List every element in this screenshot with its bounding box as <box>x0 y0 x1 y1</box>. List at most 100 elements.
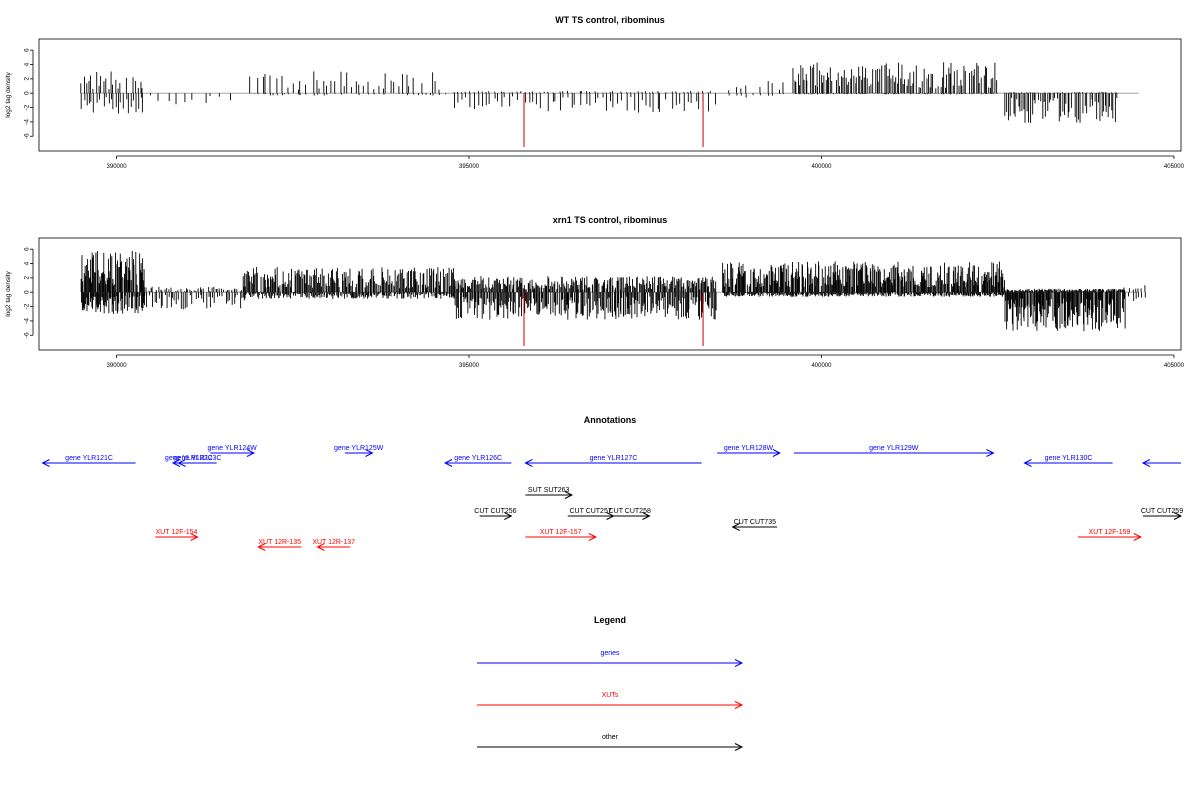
feature-arrow <box>479 512 513 520</box>
wt-y-tick-label: -4 <box>24 119 31 125</box>
legend-items: genes XUTs other <box>477 650 744 751</box>
feature-arrow <box>443 459 512 467</box>
feature-label: gene YLR129W <box>869 445 919 452</box>
xrn1-panel-title: xrn1 TS control, ribominus <box>553 215 668 225</box>
legend-label: XUTs <box>602 692 619 699</box>
wt-y-axis: -6 -4 -2 0 2 4 6 <box>24 48 34 139</box>
feature-label: XUT 12R-137 <box>312 539 355 546</box>
feature-xut: XUT 12R-137 <box>312 539 355 551</box>
feature-label: gene YLR126C <box>454 455 502 462</box>
feature-other: CUT CUT735 <box>731 519 778 531</box>
feature-label: gene YLR128W <box>724 445 774 452</box>
xrn1-x-tick-label: 405000 <box>1164 363 1185 369</box>
legend-arrow <box>477 743 744 751</box>
feature-label: XUT 12F-154 <box>156 529 198 536</box>
feature-gene: gene YLR126C <box>443 455 512 467</box>
legend-item-other: other <box>477 734 744 751</box>
feature-label: XUT 12F-159 <box>1089 529 1131 536</box>
feature-label: CUT CUT735 <box>734 519 776 526</box>
feature-other: CUT CUT256 <box>474 508 517 520</box>
wt-x-axis: 390000 395000 400000 405000 <box>107 155 1185 170</box>
feature-arrow <box>1078 533 1142 541</box>
feature-gene: gene YLR121C <box>41 455 136 467</box>
xrn1-y-tick-label: -2 <box>24 303 31 309</box>
legend-label: genes <box>600 650 620 657</box>
xrn1-density-bars <box>80 250 1146 332</box>
xrn1-highlight-peaks <box>523 292 704 346</box>
feature-arrow <box>257 543 302 551</box>
feature-arrow <box>316 543 350 551</box>
feature-gene: gene YLR130C <box>1023 455 1113 467</box>
feature-arrow <box>1142 512 1183 520</box>
xrn1-x-tick-label: 395000 <box>459 363 480 369</box>
xrn1-x-tick-label: 390000 <box>107 363 128 369</box>
feature-label: CUT CUT259 <box>1141 508 1183 515</box>
feature-gene <box>1141 459 1181 467</box>
wt-y-tick-label: 4 <box>24 62 31 66</box>
feature-other: SUT SUT263 <box>525 487 574 499</box>
feature-gene: gene YLR123C <box>174 455 221 467</box>
annotations-panel: Annotations gene YLR121C gene YLR122Cgene… <box>41 415 1183 551</box>
wt-x-tick-label: 400000 <box>811 164 832 170</box>
feature-arrow <box>1023 459 1113 467</box>
feature-gene: gene YLR129W <box>793 445 995 457</box>
xrn1-panel: xrn1 TS control, ribominus log2 tag dens… <box>5 215 1185 369</box>
feature-arrow <box>717 449 782 457</box>
wt-highlight-peaks <box>523 93 704 147</box>
xrn1-plot-frame <box>38 237 1182 351</box>
feature-label: gene YLR121C <box>65 455 113 462</box>
legend-title: Legend <box>594 615 626 625</box>
feature-arrow <box>524 459 702 467</box>
feature-arrow <box>610 512 651 520</box>
feature-label: CUT CUT256 <box>474 508 516 515</box>
feature-gene: gene YLR128W <box>717 445 782 457</box>
feature-xut: XUT 12F-157 <box>525 529 598 541</box>
feature-arrow <box>1141 459 1181 467</box>
feature-label: gene YLR124W <box>208 445 258 452</box>
legend-arrow <box>477 701 744 709</box>
xrn1-y-tick-label: 4 <box>24 261 31 265</box>
wt-plot-frame <box>38 38 1182 152</box>
feature-label: gene YLR130C <box>1045 455 1093 462</box>
xrn1-y-tick-label: 2 <box>24 276 31 280</box>
feature-arrow <box>525 533 598 541</box>
feature-label: CUT CUT257 <box>569 508 611 515</box>
wt-y-tick-label: 0 <box>24 91 31 95</box>
wt-x-tick-label: 405000 <box>1164 164 1185 170</box>
legend-panel: Legend genes XUTs other <box>477 615 744 751</box>
legend-label: other <box>602 734 619 741</box>
feature-label: XUT 12F-157 <box>540 529 582 536</box>
xrn1-y-tick-label: -4 <box>24 318 31 324</box>
feature-arrow <box>344 449 374 457</box>
feature-label: XUT 12R-135 <box>258 539 301 546</box>
feature-arrow <box>731 523 778 531</box>
wt-density-bars <box>80 62 1118 123</box>
feature-arrow <box>793 449 995 457</box>
xrn1-x-tick-label: 400000 <box>811 363 832 369</box>
legend-item-xut: XUTs <box>477 692 744 709</box>
feature-xut: XUT 12F-154 <box>155 529 199 541</box>
feature-gene: gene YLR124W <box>208 445 258 457</box>
wt-panel-title: WT TS control, ribominus <box>555 15 665 25</box>
feature-arrow <box>41 459 136 467</box>
annotations-title: Annotations <box>584 415 637 425</box>
feature-label: gene YLR122C <box>165 455 213 462</box>
wt-x-tick-label: 395000 <box>459 164 480 170</box>
feature-other: CUT CUT257 <box>567 508 615 520</box>
feature-label: gene YLR127C <box>590 455 638 462</box>
feature-gene: gene YLR125W <box>334 445 384 457</box>
xrn1-y-tick-label: 0 <box>24 290 31 294</box>
xrn1-y-axis-label: log2 tag density <box>5 270 12 316</box>
feature-xut: XUT 12F-159 <box>1078 529 1142 541</box>
xrn1-y-tick-label: 6 <box>24 247 31 251</box>
wt-y-axis-label: log2 tag density <box>5 71 12 117</box>
feature-gene: gene YLR127C <box>524 455 702 467</box>
xrn1-y-axis: -6 -4 -2 0 2 4 6 <box>24 247 34 338</box>
feature-arrow <box>177 459 217 467</box>
xrn1-y-tick-label: -6 <box>24 332 31 338</box>
feature-other: CUT CUT258 <box>609 508 651 520</box>
feature-arrow <box>210 449 256 457</box>
wt-panel: WT TS control, ribominus log2 tag densit… <box>5 15 1185 170</box>
legend-arrow <box>477 659 744 667</box>
